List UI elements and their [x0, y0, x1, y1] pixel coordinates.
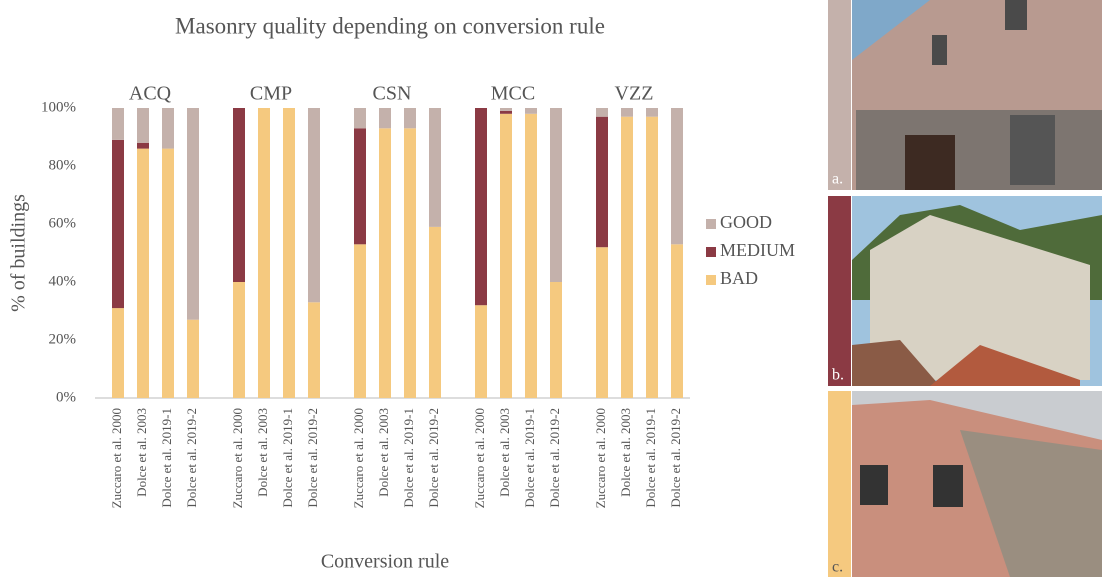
x-tick-label: Dolce et al. 2019-2: [426, 408, 441, 508]
y-tick-label: 20%: [49, 331, 77, 347]
bar-segment: [379, 108, 391, 128]
x-tick-label: Zuccaro et al. 2000: [230, 408, 245, 508]
bar-segment: [500, 108, 512, 111]
x-tick-label: Dolce et al. 2019-2: [547, 408, 562, 508]
photo: [932, 35, 947, 65]
legend-swatch: [706, 275, 716, 285]
bar-segment: [429, 108, 441, 227]
x-tick-label: Dolce et al. 2019-1: [159, 408, 174, 508]
panel-strip: [828, 391, 851, 577]
x-tick-label: Zuccaro et al. 2000: [351, 408, 366, 508]
bar-segment: [233, 282, 245, 398]
bar-segment: [596, 247, 608, 398]
bar-segment: [429, 227, 441, 398]
bar-segment: [621, 117, 633, 398]
bar-segment: [258, 108, 270, 398]
bar-segment: [308, 302, 320, 398]
panel-label: c.: [832, 559, 843, 576]
figure: Masonry quality depending on conversion …: [0, 0, 1102, 577]
legend-swatch: [706, 219, 716, 229]
bar-segment: [162, 149, 174, 398]
x-tick-label: Dolce et al. 2003: [134, 408, 149, 497]
x-tick-label: Dolce et al. 2019-1: [280, 408, 295, 508]
legend-label: BAD: [720, 268, 758, 288]
legend-label: MEDIUM: [720, 240, 795, 260]
group-label: CMP: [250, 83, 292, 105]
x-tick-label: Zuccaro et al. 2000: [109, 408, 124, 508]
bar-segment: [525, 114, 537, 398]
bar-segment: [354, 108, 366, 128]
bar-segment: [404, 128, 416, 398]
x-tick-label: Dolce et al. 2003: [255, 408, 270, 497]
legend-swatch: [706, 247, 716, 257]
bar-segment: [671, 244, 683, 398]
panel-strip: [828, 196, 851, 386]
x-tick-label: Dolce et al. 2003: [618, 408, 633, 497]
x-tick-label: Dolce et al. 2019-1: [643, 408, 658, 508]
bar-segment: [404, 108, 416, 128]
bar-segment: [112, 308, 124, 398]
x-tick-label: Zuccaro et al. 2000: [472, 408, 487, 508]
chart-title: Masonry quality depending on conversion …: [175, 13, 605, 38]
x-tick-label: Dolce et al. 2019-2: [184, 408, 199, 508]
photo: [860, 465, 888, 505]
photo: [933, 465, 963, 507]
bar-segment: [671, 108, 683, 244]
bar-segment: [137, 108, 149, 143]
bar-segment: [475, 305, 487, 398]
y-tick-label: 100%: [41, 99, 76, 115]
bar-segment: [550, 282, 562, 398]
y-tick-label: 60%: [49, 215, 77, 231]
x-tick-label: Zuccaro et al. 2000: [593, 408, 608, 508]
x-tick-label: Dolce et al. 2003: [497, 408, 512, 497]
photo: [856, 110, 1102, 190]
x-tick-label: Dolce et al. 2003: [376, 408, 391, 497]
bar-segment: [354, 244, 366, 398]
y-tick-label: 0%: [56, 389, 76, 405]
bar-segment: [233, 108, 245, 282]
panel-label: b.: [832, 367, 844, 384]
bar-segment: [112, 140, 124, 308]
bar-segment: [112, 108, 124, 140]
bar-segment: [596, 117, 608, 248]
bar-segment: [475, 108, 487, 305]
group-label: MCC: [491, 83, 535, 105]
bar-segment: [550, 108, 562, 282]
legend-label: GOOD: [720, 212, 772, 232]
x-tick-label: Dolce et al. 2019-1: [401, 408, 416, 508]
bar-segment: [137, 149, 149, 398]
bar-segment: [187, 108, 199, 320]
panel-strip: [828, 0, 851, 190]
panel-label: a.: [832, 171, 843, 188]
photo: [905, 135, 955, 190]
bar-segment: [137, 143, 149, 149]
x-tick-label: Dolce et al. 2019-1: [522, 408, 537, 508]
bar-segment: [525, 108, 537, 114]
y-tick-label: 40%: [49, 273, 77, 289]
y-tick-label: 80%: [49, 157, 77, 173]
x-axis-label: Conversion rule: [321, 551, 449, 573]
bar-segment: [162, 108, 174, 149]
y-axis-label: % of buildings: [8, 194, 30, 312]
bar-segment: [646, 117, 658, 398]
x-tick-label: Dolce et al. 2019-2: [668, 408, 683, 508]
bar-segment: [596, 108, 608, 117]
bar-segment: [308, 108, 320, 302]
photo: [1010, 115, 1055, 185]
photo: [1005, 0, 1027, 30]
bar-segment: [379, 128, 391, 398]
bar-segment: [354, 128, 366, 244]
bar-segment: [500, 114, 512, 398]
group-label: ACQ: [129, 83, 172, 105]
x-tick-label: Dolce et al. 2019-2: [305, 408, 320, 508]
bar-segment: [621, 108, 633, 117]
photo-panels: [828, 0, 1102, 577]
bar-segment: [500, 111, 512, 114]
bar-segment: [283, 108, 295, 398]
group-label: CSN: [373, 83, 412, 105]
group-label: VZZ: [615, 83, 654, 105]
bar-segment: [646, 108, 658, 117]
bar-segment: [187, 320, 199, 398]
